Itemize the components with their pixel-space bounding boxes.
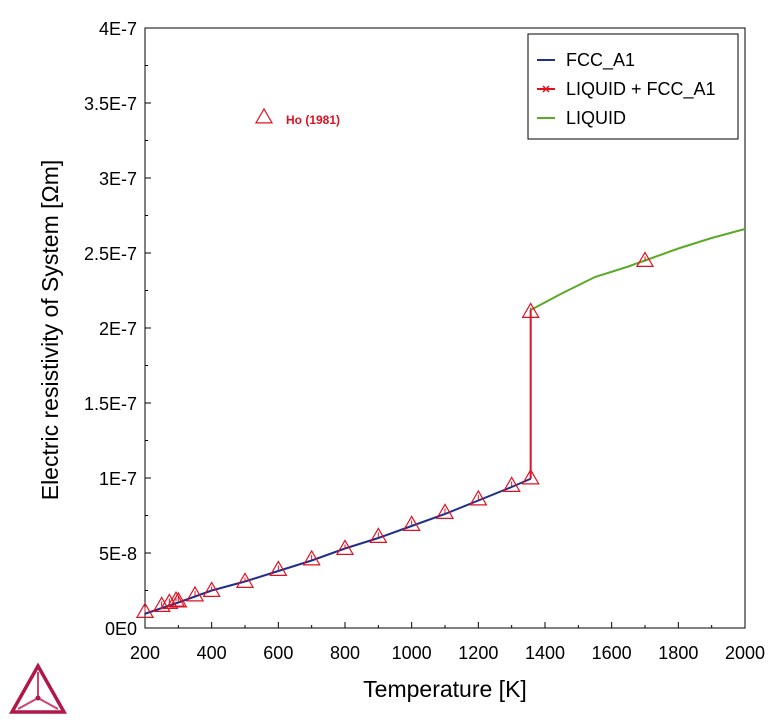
logo-inner-lines	[17, 672, 59, 710]
x-tick-label: 200	[130, 643, 160, 663]
experimental-annotation: Ho (1981)	[254, 107, 340, 127]
data-point-triangle	[369, 527, 388, 543]
y-tick-label: 5E-8	[99, 544, 137, 564]
x-tick-label: 800	[330, 643, 360, 663]
data-point-triangle	[635, 251, 655, 267]
y-axis-label: Electric resistivity of System [Ωm]	[37, 160, 63, 501]
logo-center-dot	[35, 695, 41, 701]
data-point-triangle	[521, 468, 540, 485]
data-point-triangle	[152, 596, 171, 612]
x-tick-label: 1400	[525, 643, 565, 663]
series-line-fcc-a1	[144, 477, 532, 615]
x-tick-label: 1800	[658, 643, 698, 663]
legend-box	[527, 33, 739, 140]
experimental-points	[135, 251, 655, 618]
x-tick-label: 2000	[725, 643, 765, 663]
annotation-triangle-marker	[254, 107, 274, 124]
data-point-triangle	[502, 476, 521, 492]
legend-label: FCC_A1	[566, 50, 635, 71]
y-tick-label: 2E-7	[99, 319, 137, 339]
data-point-triangle	[469, 489, 488, 506]
data-point-triangle	[185, 585, 205, 602]
series-line-liquid	[530, 228, 746, 311]
data-point-triangle	[166, 590, 186, 607]
y-tick-label: 3.5E-7	[84, 94, 137, 114]
legend-label: LIQUID	[566, 108, 626, 128]
x-tick-label: 400	[197, 643, 227, 663]
y-tick-label: 4E-7	[99, 19, 137, 39]
x-axis-ticks: 200 400 600 800 1000 1200 1400 1600 1800 2000	[130, 622, 765, 663]
legend-label: LIQUID + FCC_A1	[566, 79, 716, 100]
data-point-triangle	[269, 560, 288, 576]
y-tick-label: 0E0	[105, 619, 137, 639]
y-tick-label: 2.5E-7	[84, 244, 137, 264]
x-axis-label: Temperature [K]	[363, 676, 527, 702]
legend-marker-x	[542, 85, 550, 93]
logo-outer-triangle	[9, 662, 67, 714]
y-tick-label: 1.5E-7	[84, 394, 137, 414]
x-tick-label: 1600	[592, 643, 632, 663]
data-point-triangle	[435, 503, 455, 519]
legend: FCC_A1 LIQUID + FCC_A1 LIQUID	[527, 33, 739, 140]
y-axis-ticks: 0E0 5E-8 1E-7 1.5E-7 2E-7 2.5E-7 3E-7 3.5E-7 4E-…	[84, 19, 151, 639]
thermo-calc-logo	[9, 662, 67, 714]
x-tick-label: 600	[263, 643, 293, 663]
x-tick-label: 1000	[392, 643, 432, 663]
series-layer	[144, 228, 746, 615]
data-point-triangle	[135, 602, 155, 618]
annotation-label: Ho (1981)	[286, 113, 340, 127]
data-point-triangle	[402, 515, 421, 531]
data-point-triangle	[335, 539, 355, 555]
data-point-triangle	[521, 302, 540, 318]
y-tick-label: 3E-7	[99, 169, 137, 189]
data-point-triangle	[302, 549, 321, 566]
data-point-triangle	[202, 581, 221, 597]
data-point-triangle	[235, 572, 255, 588]
x-tick-label: 1200	[458, 643, 498, 663]
data-point-triangle	[169, 591, 188, 608]
y-tick-label: 1E-7	[99, 469, 137, 489]
